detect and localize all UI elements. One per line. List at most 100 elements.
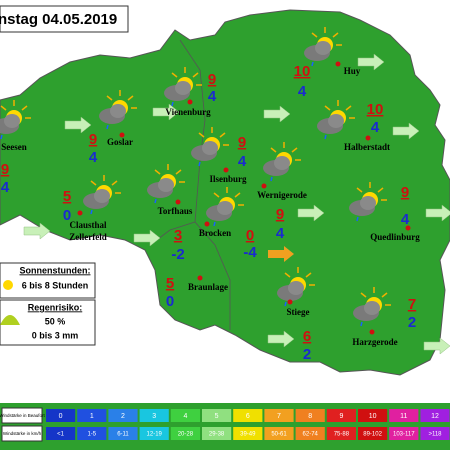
kmh-value: 89-102 xyxy=(363,432,382,438)
district-border xyxy=(179,39,206,223)
legend-label-box xyxy=(1,425,43,442)
city-dot xyxy=(187,99,193,105)
kmh-cell xyxy=(202,427,232,440)
city-dot xyxy=(197,275,203,281)
city-name: Zellerfeld xyxy=(69,232,107,242)
umbrella-icon xyxy=(0,315,20,325)
legend-kmh-label: Windstärke in km/h xyxy=(3,431,42,436)
city-dot xyxy=(119,132,125,138)
city-name: Brocken xyxy=(199,228,231,238)
city-name: Huy xyxy=(344,66,361,76)
city-name: Halberstadt xyxy=(344,142,390,152)
max-temp: 9 xyxy=(401,184,409,201)
beaufort-value: 3 xyxy=(152,413,156,420)
beaufort-value: 4 xyxy=(183,413,187,420)
city-dot xyxy=(287,299,293,305)
kmh-value: 12-19 xyxy=(147,432,163,438)
beaufort-cell xyxy=(233,409,263,422)
title: nstag 04.05.2019 xyxy=(0,11,117,28)
min-temp: 4 xyxy=(238,153,247,170)
beaufort-cell xyxy=(139,409,169,422)
kmh-value: 103-117 xyxy=(393,432,415,438)
max-temp: 3 xyxy=(174,227,182,244)
min-temp: 4 xyxy=(371,119,380,136)
beaufort-value: 11 xyxy=(400,413,407,420)
city-dot xyxy=(204,221,210,227)
beaufort-cell xyxy=(264,409,294,422)
kmh-value: 50-61 xyxy=(271,432,287,438)
city-dot xyxy=(77,210,83,216)
beaufort-value: 0 xyxy=(59,413,63,420)
rain-label: Regenrisiko: xyxy=(28,302,83,312)
kmh-cell xyxy=(326,427,356,440)
beaufort-value: 1 xyxy=(90,413,94,420)
min-temp: 0 xyxy=(63,207,71,224)
beaufort-cell xyxy=(46,409,76,422)
kmh-value: 62-74 xyxy=(303,432,319,438)
kmh-value: 1-5 xyxy=(87,432,96,438)
kmh-cell xyxy=(77,427,107,440)
rain-probability: 50 % xyxy=(45,316,66,326)
kmh-cell xyxy=(420,427,450,440)
rain-box xyxy=(0,299,96,346)
min-temp: -2 xyxy=(171,246,184,263)
max-temp: 5 xyxy=(166,275,174,292)
max-temp: 10 xyxy=(367,101,384,118)
kmh-value: 29-38 xyxy=(209,432,225,438)
max-temp: 9 xyxy=(89,131,97,148)
city-name: Vienenburg xyxy=(165,107,211,117)
beaufort-value: 5 xyxy=(215,413,219,420)
max-temp: 7 xyxy=(408,296,416,313)
legend-label-box xyxy=(1,407,43,424)
min-temp: 0 xyxy=(166,293,174,310)
city-name: Harzgerode xyxy=(352,337,397,347)
city-dot xyxy=(261,183,267,189)
max-temp: 9 xyxy=(276,206,284,223)
city-dot xyxy=(175,199,181,205)
min-temp: 2 xyxy=(408,314,416,331)
kmh-cell xyxy=(108,427,138,440)
beaufort-cell xyxy=(77,409,107,422)
beaufort-value: 8 xyxy=(308,413,312,420)
city-dot xyxy=(369,329,375,335)
kmh-cell xyxy=(295,427,325,440)
title-box xyxy=(0,5,129,33)
min-temp: 4 xyxy=(276,225,285,242)
max-temp: 6 xyxy=(303,328,311,345)
beaufort-value: 7 xyxy=(277,413,281,420)
beaufort-cell xyxy=(326,409,356,422)
city-name: Clausthal xyxy=(69,220,107,230)
kmh-cell xyxy=(139,427,169,440)
city-name: Braunlage xyxy=(188,282,228,292)
sun-icon xyxy=(3,280,13,290)
max-temp: 0 xyxy=(246,227,254,244)
min-temp: 4 xyxy=(208,88,217,105)
max-temp: 9 xyxy=(208,71,216,88)
kmh-cell xyxy=(264,427,294,440)
min-temp: 4 xyxy=(89,149,98,166)
max-temp: 5 xyxy=(63,188,71,205)
city-dot xyxy=(405,225,411,231)
beaufort-cell xyxy=(358,409,388,422)
city-name: Ilsenburg xyxy=(209,174,247,184)
max-temp: 9 xyxy=(1,161,9,178)
rain-amount: 0 bis 3 mm xyxy=(32,330,79,340)
beaufort-cell xyxy=(420,409,450,422)
sunshine-box xyxy=(0,262,96,299)
kmh-value: 6-11 xyxy=(117,432,129,438)
city-dot xyxy=(335,61,341,67)
kmh-value: 20-28 xyxy=(178,432,194,438)
kmh-value: >118 xyxy=(428,432,442,438)
city-name: Goslar xyxy=(107,137,133,147)
beaufort-cell xyxy=(389,409,419,422)
beaufort-value: 2 xyxy=(121,413,125,420)
min-temp: 4 xyxy=(1,179,10,196)
beaufort-cell xyxy=(170,409,200,422)
beaufort-cell xyxy=(202,409,232,422)
beaufort-value: 10 xyxy=(369,413,377,420)
city-dot xyxy=(223,167,229,173)
kmh-value: 39-49 xyxy=(240,432,256,438)
min-temp: 2 xyxy=(303,346,311,363)
sunshine-value: 6 bis 8 Stunden xyxy=(22,280,89,290)
kmh-value: 75-88 xyxy=(334,432,350,438)
